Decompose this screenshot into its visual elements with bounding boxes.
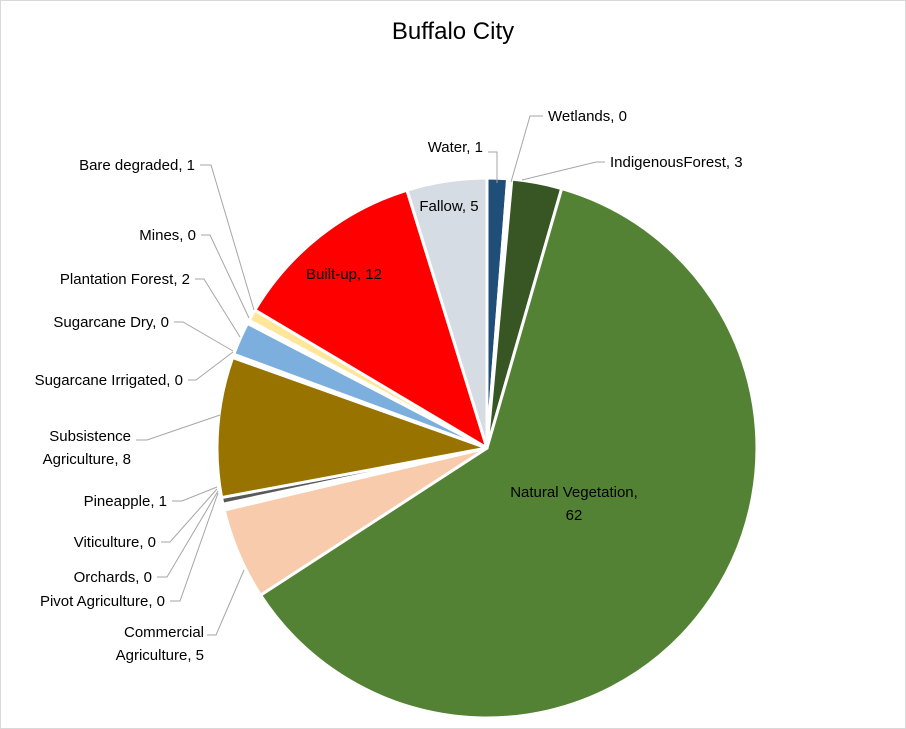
leader-line-subsistence-agriculture — [136, 414, 221, 441]
slice-subsistence-agriculture — [215, 355, 489, 500]
slice-natural-vegetation — [259, 187, 759, 720]
data-label-built-up: Built-up, 12 — [306, 266, 382, 283]
data-label-indigenousforest: IndigenousForest, 3 — [610, 154, 743, 171]
leader-line-sugarcane-dry — [174, 321, 234, 352]
data-label-sugarcane-irrigated: Sugarcane Irrigated, 0 — [35, 372, 183, 389]
leader-line-commercial-agriculture — [207, 569, 245, 636]
leader-line-orchards — [157, 490, 219, 578]
slice-built-up — [253, 188, 489, 450]
data-label-sugarcane-dry: Sugarcane Dry, 0 — [53, 314, 169, 331]
leader-line-viticulture — [161, 488, 218, 543]
data-label-viticulture: Viticulture, 0 — [74, 534, 156, 551]
leader-line-pineapple — [172, 486, 218, 502]
data-label-water: Water, 1 — [428, 139, 483, 156]
leader-line-sugarcane-irrigated — [188, 351, 234, 381]
data-label-pivot-agriculture: Pivot Agriculture, 0 — [40, 593, 165, 610]
slice-fallow — [405, 176, 489, 450]
data-label-bare-degraded: Bare degraded, 1 — [79, 157, 195, 174]
data-label-mines: Mines, 0 — [139, 227, 196, 244]
chart-title: Buffalo City — [391, 18, 515, 45]
leader-line-indigenousforest — [521, 161, 605, 181]
data-label-subsistence-agriculture: Subsistence Agriculture, 8 — [43, 428, 131, 468]
data-label-natural-vegetation: Natural Vegetation, 62 — [510, 484, 638, 524]
leader-line-wetlands — [510, 115, 543, 183]
data-label-commercial-agriculture: Commercial Agriculture, 5 — [116, 624, 204, 664]
data-label-plantation-forest: Plantation Forest, 2 — [60, 271, 190, 288]
leader-line-plantation-forest — [195, 278, 241, 338]
leader-line-bare-degraded — [200, 164, 255, 311]
data-label-orchards: Orchards, 0 — [74, 569, 152, 586]
leader-line-pivot-agriculture — [170, 492, 219, 602]
leader-line-water — [488, 151, 498, 183]
leader-line-mines — [201, 234, 250, 319]
data-label-wetlands: Wetlands, 0 — [548, 108, 627, 125]
data-label-fallow: Fallow, 5 — [419, 198, 478, 215]
data-label-pineapple: Pineapple, 1 — [84, 493, 167, 510]
